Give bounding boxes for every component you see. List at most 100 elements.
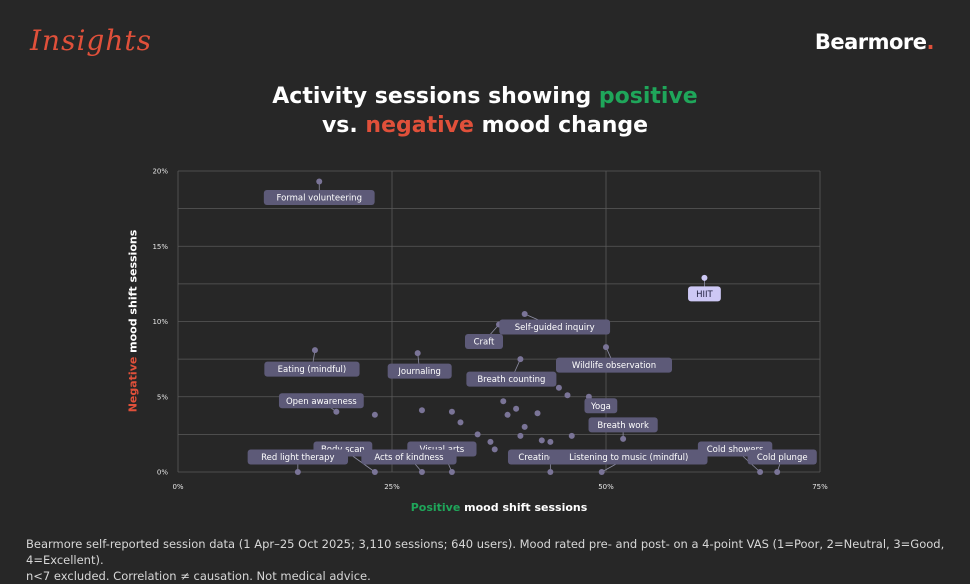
data-point: [500, 398, 507, 405]
grid: [177, 170, 821, 473]
data-point: [555, 384, 562, 391]
footnote-line-1: Bearmore self-reported session data (1 A…: [26, 537, 945, 567]
data-point: [598, 469, 605, 475]
data-label-box: [264, 361, 360, 377]
data-point: [316, 178, 323, 185]
data-label: Yoga: [590, 402, 611, 412]
x-tick-label: 0%: [172, 483, 183, 491]
y-tick-label: 15%: [152, 243, 168, 251]
data-label: Cold plunge: [757, 453, 808, 463]
data-point: [448, 469, 455, 475]
data-label: Journaling: [397, 367, 441, 377]
data-label-box: [466, 371, 557, 387]
data-point: [620, 435, 627, 442]
y-tick-label: 20%: [152, 168, 168, 176]
data-label-box: [387, 363, 452, 379]
data-point: [568, 432, 575, 439]
data-point: [521, 310, 528, 317]
data-label: Red light therapy: [261, 453, 334, 463]
data-point: [487, 438, 494, 445]
title-positive-word: positive: [598, 84, 698, 109]
data-label: Self-guided inquiry: [515, 323, 595, 333]
data-label: Wildlife observation: [572, 361, 656, 371]
data-label: Acts of kindness: [374, 453, 444, 463]
y-tick-label: 10%: [152, 318, 168, 326]
brand-name: Bearmore: [814, 30, 927, 54]
chart-title: Activity sessions showing positive vs. n…: [0, 82, 970, 140]
x-tick-label: 75%: [812, 483, 828, 491]
data-point: [311, 347, 318, 354]
y-tick-label: 5%: [157, 393, 168, 401]
x-tick-label: 25%: [384, 483, 400, 491]
y-tick-label: 0%: [157, 469, 168, 477]
data-point: [371, 469, 378, 475]
data-label: Cold showers: [707, 445, 764, 455]
footnote-line-2: n<7 excluded. Correlation ≠ causation. N…: [26, 569, 371, 583]
data-label-box: [688, 286, 721, 302]
data-points: [294, 178, 781, 475]
data-point: [517, 356, 524, 363]
data-point: [333, 408, 340, 415]
axis-ticks: 0% 5% 10% 15% 20% 0% 25% 50% 75%: [152, 168, 828, 492]
data-label-box: [747, 449, 817, 465]
title-negative-word: negative: [365, 113, 474, 138]
data-point: [757, 469, 764, 475]
data-label-box: [584, 398, 618, 414]
data-label: Breath work: [597, 421, 649, 431]
data-label-box: [361, 449, 457, 465]
data-label: Breath counting: [477, 375, 545, 385]
data-label-box: [549, 449, 708, 465]
data-point: [448, 408, 455, 415]
bearmore-logo[interactable]: Bearmore.: [814, 30, 935, 54]
data-label-box: [278, 393, 364, 409]
footnote: Bearmore self-reported session data (1 A…: [26, 536, 956, 584]
title-line2-suffix: mood change: [473, 113, 649, 138]
brand-dot: .: [926, 30, 935, 54]
title-line-1: Activity sessions showing positive: [0, 82, 970, 111]
data-label: Formal volunteering: [276, 194, 361, 204]
y-axis-suffix: mood shift sessions: [126, 229, 140, 357]
data-label: Open awareness: [286, 397, 357, 407]
data-point: [418, 407, 425, 414]
data-label: Eating (mindful): [278, 365, 347, 375]
data-point: [457, 419, 464, 426]
data-point: [371, 411, 378, 418]
title-line2-prefix: vs.: [321, 113, 366, 138]
x-axis-title: Positive mood shift sessions: [178, 501, 820, 514]
y-axis-title: Negative mood shift sessions: [127, 191, 140, 451]
data-point: [418, 469, 425, 475]
data-point: [414, 350, 421, 357]
data-point: [474, 431, 481, 438]
data-label: HIIT: [696, 290, 713, 300]
y-axis-negative-word: Negative: [126, 356, 140, 413]
data-point: [603, 344, 609, 351]
data-labels: Formal volunteering HIIT Self-guided inqui…: [247, 190, 817, 465]
data-label-box: [247, 449, 349, 465]
data-point: [517, 432, 524, 439]
data-label-box: [263, 190, 375, 206]
data-point: [538, 437, 545, 444]
data-label: Listening to music (mindful): [569, 453, 688, 463]
data-point: [294, 469, 301, 475]
data-point: [547, 469, 554, 475]
title-line-2: vs. negative mood change: [0, 111, 970, 140]
data-point: [701, 274, 708, 281]
data-label-box: [465, 334, 503, 350]
x-axis-suffix: mood shift sessions: [460, 501, 588, 514]
data-label: Craft: [474, 338, 495, 348]
x-tick-label: 50%: [598, 483, 614, 491]
data-label-box: [499, 319, 611, 335]
data-point: [521, 423, 528, 430]
insights-script-logo: Insights: [30, 24, 152, 57]
data-label-box: [556, 357, 672, 373]
data-point: [534, 410, 541, 417]
data-label-box: [588, 417, 658, 433]
data-point: [547, 438, 554, 445]
x-axis-positive-word: Positive: [410, 501, 461, 514]
title-prefix: Activity sessions showing: [272, 84, 599, 109]
data-point: [504, 411, 511, 418]
data-point: [491, 446, 498, 453]
data-point: [564, 392, 571, 399]
data-point: [513, 405, 520, 412]
